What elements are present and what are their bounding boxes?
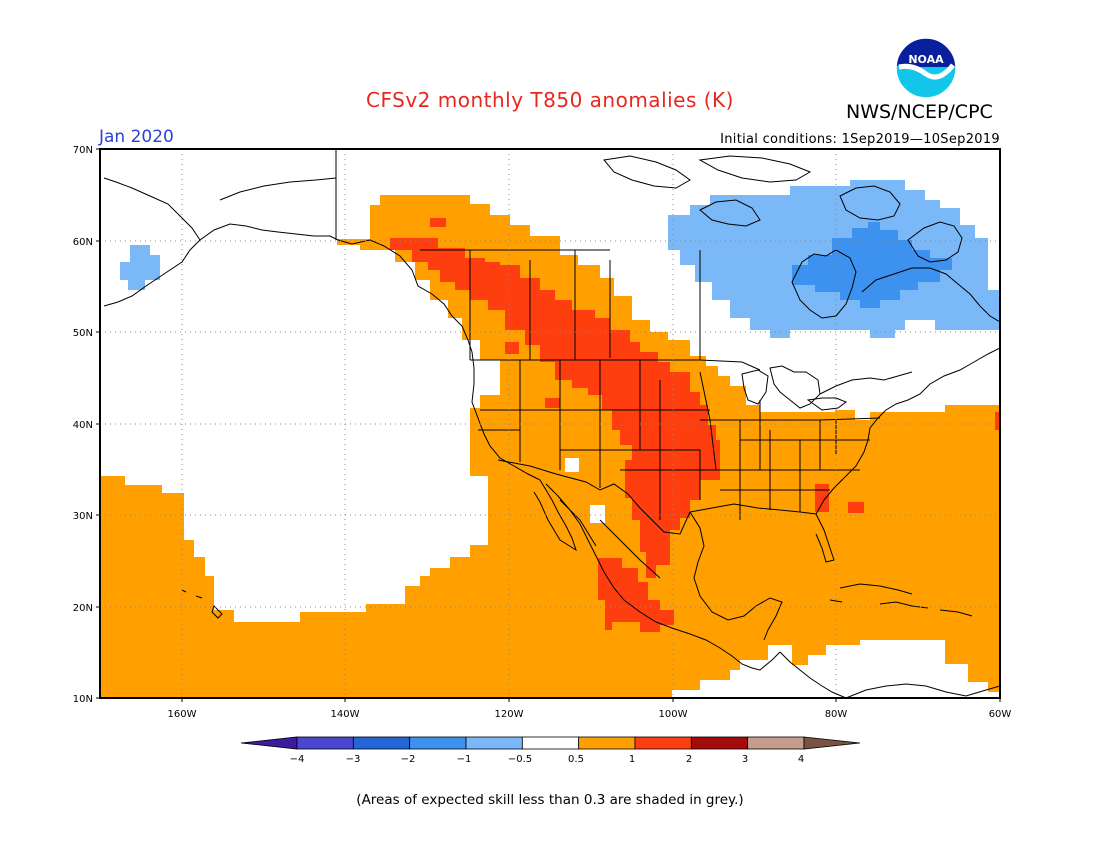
lat-label: 70N xyxy=(73,145,93,156)
colorbar-swatches xyxy=(240,736,861,750)
colorbar-label: 2 xyxy=(686,754,692,765)
lon-label: 80W xyxy=(825,709,848,720)
lon-label: 140W xyxy=(331,709,360,720)
red-main-region xyxy=(390,238,720,578)
latitude-labels: 70N 60N 50N 40N 30N 20N 10N xyxy=(73,145,93,705)
colorbar-swatch xyxy=(747,736,805,750)
colorbar-label: 1 xyxy=(629,754,635,765)
longitude-labels: 160W 140W 120W 100W 80W 60W xyxy=(168,709,1012,720)
colorbar-label: 0.5 xyxy=(568,754,584,765)
target-month: Jan 2020 xyxy=(99,127,174,147)
lat-label: 30N xyxy=(73,511,93,522)
political-borders xyxy=(335,150,913,579)
coastlines xyxy=(103,155,1000,698)
axis-ticks xyxy=(96,148,1001,702)
orange-main-region xyxy=(100,195,1000,698)
colorbar-swatch xyxy=(465,736,523,750)
colorbar-label: −0.5 xyxy=(508,754,532,765)
lon-label: 120W xyxy=(495,709,524,720)
colorbar-label: 4 xyxy=(798,754,804,765)
colorbar-swatch xyxy=(578,736,636,750)
colorbar-label: −3 xyxy=(346,754,361,765)
lon-label: 60W xyxy=(989,709,1012,720)
colorbar-swatch xyxy=(634,736,692,750)
map-title: CFSv2 monthly T850 anomalies (K) xyxy=(366,88,734,112)
lat-label: 50N xyxy=(73,328,93,339)
lat-label: 10N xyxy=(73,694,93,705)
light-blue-siberia-region xyxy=(120,245,160,290)
lon-label: 160W xyxy=(168,709,197,720)
red-alaska-patch xyxy=(430,218,446,227)
lat-label: 20N xyxy=(73,603,93,614)
colorbar-swatch xyxy=(240,736,298,750)
colorbar-label: 3 xyxy=(742,754,748,765)
colorbar-labels: −4 −3 −2 −1 −0.5 0.5 1 2 3 4 xyxy=(290,754,805,765)
colorbar-label: −1 xyxy=(457,754,472,765)
colorbar-label: −4 xyxy=(290,754,305,765)
colorbar-swatch xyxy=(803,736,861,750)
colorbar-swatch xyxy=(521,736,580,750)
noaa-logo-icon: NOAA xyxy=(895,37,957,99)
gridlines xyxy=(100,149,1000,698)
lat-label: 60N xyxy=(73,237,93,248)
colorbar-swatch xyxy=(690,736,749,750)
red-southeast-patch xyxy=(815,484,829,512)
anomaly-negative xyxy=(120,180,1000,338)
footnote: (Areas of expected skill less than 0.3 a… xyxy=(356,792,744,808)
lat-label: 40N xyxy=(73,420,93,431)
colorbar-label: −2 xyxy=(401,754,416,765)
initial-conditions: Initial conditions: 1Sep2019—10Sep2019 xyxy=(720,132,1000,147)
logo-text: NOAA xyxy=(908,53,944,66)
red-mexico-region xyxy=(598,558,674,632)
agency-label: NWS/NCEP/CPC xyxy=(846,101,993,123)
colorbar-swatch xyxy=(296,736,354,750)
anomaly-1-2 xyxy=(390,218,1000,632)
colorbar-swatch xyxy=(409,736,467,750)
anomaly-05-1 xyxy=(100,195,1000,698)
blue-hudson-bay-region xyxy=(792,222,952,308)
colorbar-swatch xyxy=(352,736,411,750)
lon-label: 100W xyxy=(659,709,688,720)
